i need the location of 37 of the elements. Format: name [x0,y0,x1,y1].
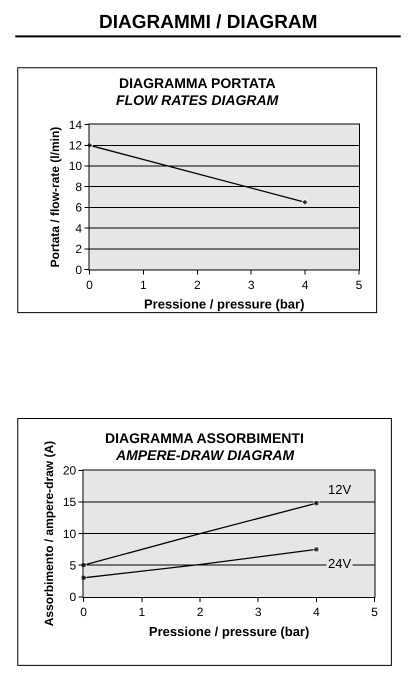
y-tick-label: 0 [75,262,82,277]
y-tick-label: 5 [70,558,77,572]
x-tick-label: 3 [248,278,255,292]
y-tick-label: 0 [70,590,77,604]
y-axis-title: Assorbimento / ampere-draw (A) [42,440,56,626]
point [313,500,320,506]
y-tick-label: 10 [62,526,77,541]
y-tick-label: 6 [75,200,82,215]
x-tick-label: 0 [86,278,94,292]
chart-title: DIAGRAMMA ASSORBIMENTI [105,430,304,446]
x-tick-label: 5 [356,278,363,292]
text: DIAGRAMMI / DIAGRAM [99,12,318,33]
y-tick-label: 14 [68,118,82,132]
chart-title: DIAGRAMMA PORTATA [119,75,276,91]
point [313,546,320,552]
y-axis-title: Portata / flow-rate (l/min) [48,126,62,268]
x-axis-title: Pressione / pressure (bar) [148,624,310,639]
y-tick-label: 8 [75,180,82,194]
y-tick-label: 12 [68,138,82,152]
x-tick-label: 2 [196,605,204,620]
x-tick-label: 4 [302,278,309,292]
x-tick-label: 1 [138,605,146,620]
x-tick-label: 1 [140,278,148,292]
x-axis-title: Pressione / pressure (bar) [144,296,304,312]
y-tick-label: 15 [62,495,77,510]
series-label: 24V [328,556,352,571]
x-tick-label: 2 [194,278,201,292]
x-tick-label: 4 [313,605,320,620]
x-tick-label: 3 [254,605,262,620]
y-tick-label: 20 [62,464,77,478]
x-tick-label: 5 [371,605,378,620]
y-tick-label: 4 [75,221,82,236]
series-label: 12V [328,482,352,497]
chart-subtitle: FLOW RATES DIAGRAM [116,92,279,108]
y-tick-label: 2 [75,242,82,256]
chart-subtitle: AMPERE-DRAW DIAGRAM [115,447,294,463]
y-tick-label: 10 [68,159,82,174]
